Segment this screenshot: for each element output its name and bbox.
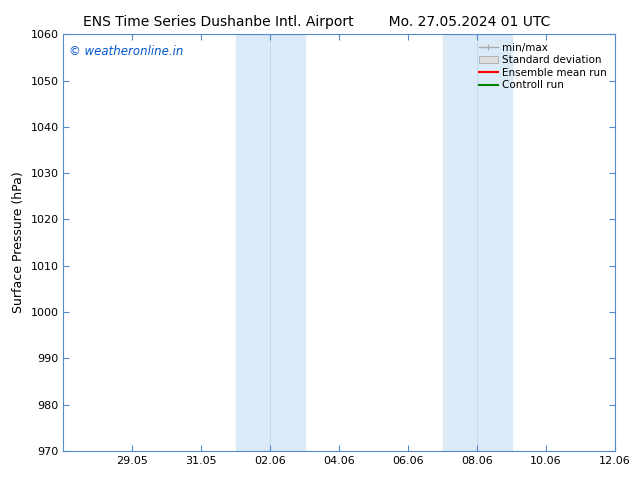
Bar	[236, 34, 305, 451]
Legend: min/max, Standard deviation, Ensemble mean run, Controll run: min/max, Standard deviation, Ensemble me…	[476, 40, 610, 94]
Text: ENS Time Series Dushanbe Intl. Airport        Mo. 27.05.2024 01 UTC: ENS Time Series Dushanbe Intl. Airport M…	[83, 15, 551, 29]
Bar	[443, 34, 512, 451]
Y-axis label: Surface Pressure (hPa): Surface Pressure (hPa)	[12, 172, 25, 314]
Text: © weatheronline.in: © weatheronline.in	[69, 45, 183, 58]
